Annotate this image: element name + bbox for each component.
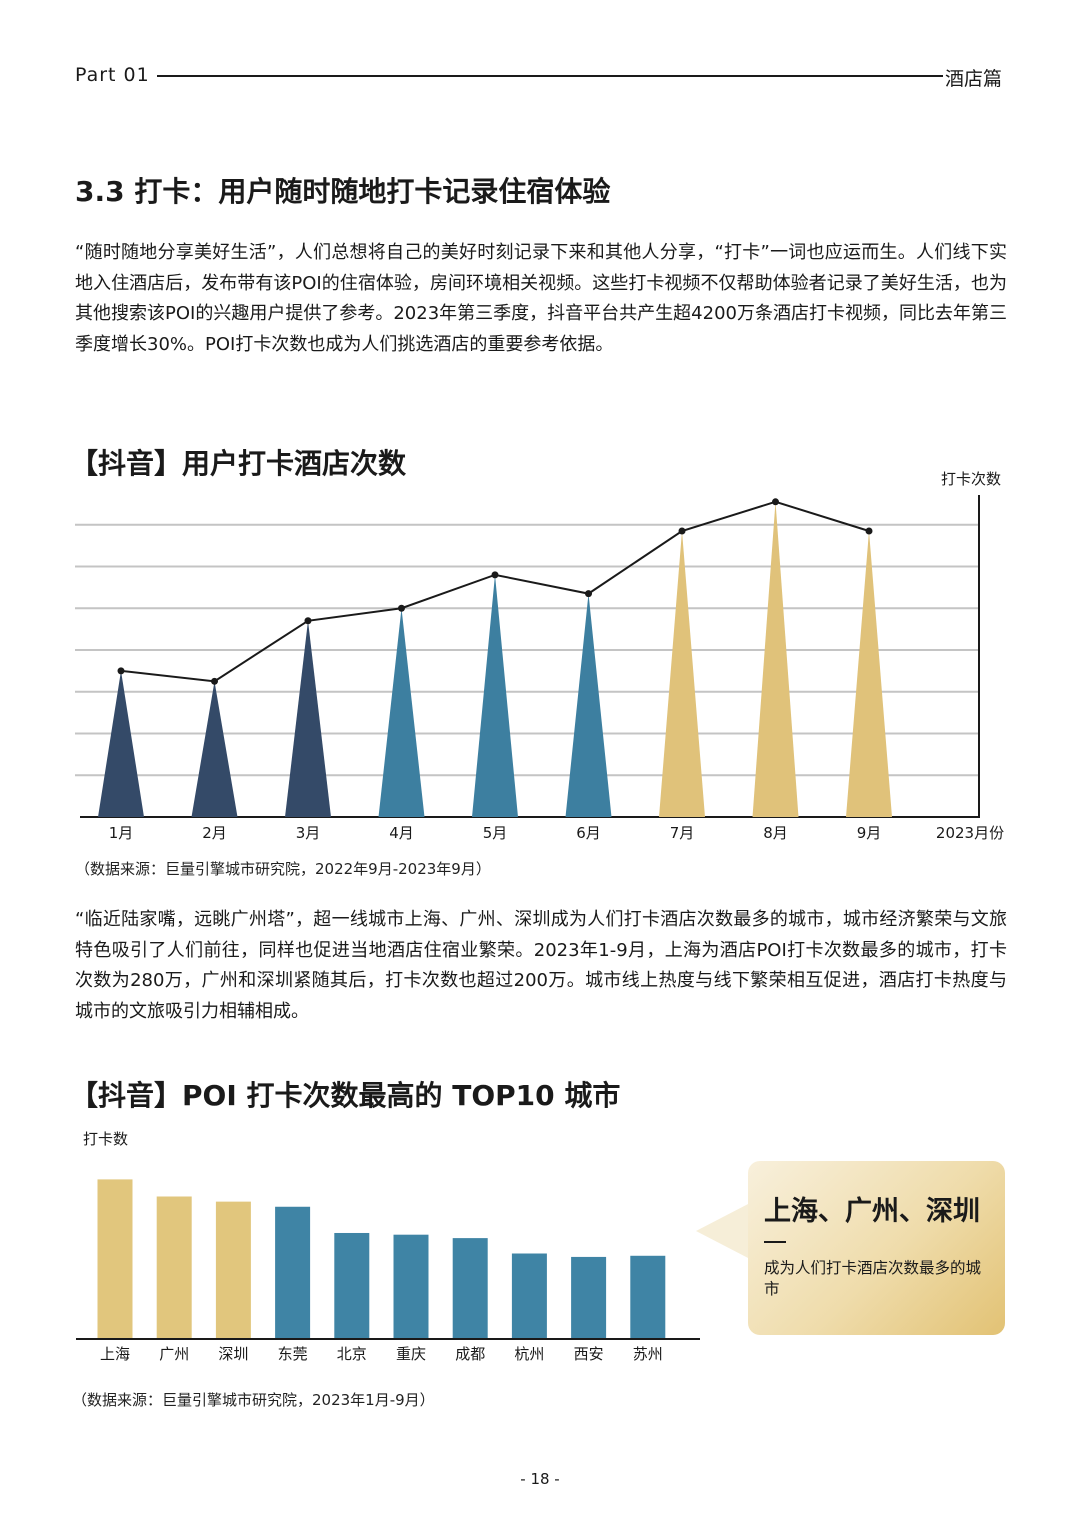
top10-chart-title: 【抖音】POI 打卡次数最高的 TOP10 城市: [70, 1079, 621, 1112]
data-point: [865, 527, 873, 535]
city-bar: [275, 1206, 311, 1339]
city-bar: [393, 1234, 429, 1339]
triangle-bar: [98, 670, 144, 817]
x-tick-label: 苏州: [633, 1345, 663, 1363]
y-axis-label: 打卡次数: [941, 470, 1001, 488]
x-tick-label: 北京: [337, 1345, 367, 1363]
x-tick-label: 5月: [483, 824, 508, 842]
city-bar: [215, 1201, 251, 1339]
intro-paragraph: “随时随地分享美好生活”，人们总想将自己的美好时刻记录下来和其他人分享，“打卡”…: [75, 242, 1007, 355]
callout-dash: [764, 1241, 786, 1243]
city-bar: [630, 1255, 666, 1339]
data-point: [398, 604, 405, 612]
x-tick-label: 重庆: [396, 1345, 426, 1363]
data-point: [491, 571, 499, 579]
x-tick-label: 广州: [159, 1345, 189, 1363]
header-part-label: Part 01: [75, 64, 150, 86]
triangle-bar: [752, 501, 799, 817]
triangle-bar: [191, 681, 238, 817]
callout-description: 成为人们打卡酒店次数最多的城市: [764, 1259, 982, 1298]
triangle-bar: [285, 620, 331, 817]
x-tick-label: 8月: [763, 824, 788, 842]
x-tick-label: 杭州: [514, 1345, 544, 1363]
x-tick-label: 4月: [389, 824, 414, 842]
x-tick-label: 深圳: [218, 1345, 248, 1363]
y-axis-label: 打卡数: [83, 1130, 128, 1148]
callout-box: 上海、广州、深圳 成为人们打卡酒店次数最多的城市: [748, 1161, 1005, 1335]
data-point: [304, 617, 312, 625]
x-tick-label: 上海: [100, 1345, 130, 1363]
data-point: [211, 677, 218, 685]
triangle-bar: [565, 593, 612, 817]
city-bar: [452, 1238, 488, 1339]
top10-chart-source: （数据来源：巨量引擎城市研究院，2023年1月-9月）: [72, 1391, 435, 1409]
header-section-label: 酒店篇: [945, 68, 1003, 90]
data-point: [678, 527, 686, 535]
checkin-chart-source: （数据来源：巨量引擎城市研究院，2022年9月-2023年9月）: [75, 860, 491, 878]
city-bar: [571, 1256, 607, 1339]
city-bar: [334, 1232, 370, 1339]
x-axis-label: 2023月份: [936, 824, 1004, 842]
page-number: - 18 -: [520, 1470, 560, 1488]
callout-pointer: [696, 1203, 750, 1259]
data-point: [772, 498, 779, 506]
city-bar: [511, 1253, 547, 1339]
x-tick-label: 东莞: [278, 1345, 308, 1363]
city-paragraph: “临近陆家嘴，远眺广州塔”，超一线城市上海、广州、深圳成为人们打卡酒店次数最多的…: [75, 909, 1007, 1022]
x-tick-label: 7月: [670, 824, 695, 842]
x-tick-label: 1月: [109, 824, 134, 842]
x-tick-label: 9月: [857, 824, 882, 842]
callout-title: 上海、广州、深圳: [764, 1196, 980, 1227]
x-tick-label: 成都: [455, 1345, 485, 1363]
x-tick-label: 3月: [296, 824, 321, 842]
triangle-bar: [846, 531, 892, 817]
x-tick-label: 6月: [576, 824, 601, 842]
triangle-bar: [659, 531, 705, 817]
triangle-bar: [378, 608, 425, 817]
data-point: [585, 590, 592, 598]
data-point: [117, 667, 125, 675]
checkin-line-chart: 打卡次数 1月 2月 3月 4月 5月 6月 7月 8月 9月 2023月份: [75, 470, 1004, 842]
checkin-chart-title: 【抖音】用户打卡酒店次数: [70, 447, 407, 480]
header-divider: [157, 75, 943, 77]
triangle-bar: [472, 574, 518, 817]
section-title: 3.3 打卡：用户随时随地打卡记录住宿体验: [75, 175, 611, 208]
city-bar: [156, 1196, 192, 1339]
x-tick-label: 2月: [202, 824, 227, 842]
x-tick-label: 西安: [574, 1345, 604, 1363]
city-bar: [97, 1179, 133, 1339]
